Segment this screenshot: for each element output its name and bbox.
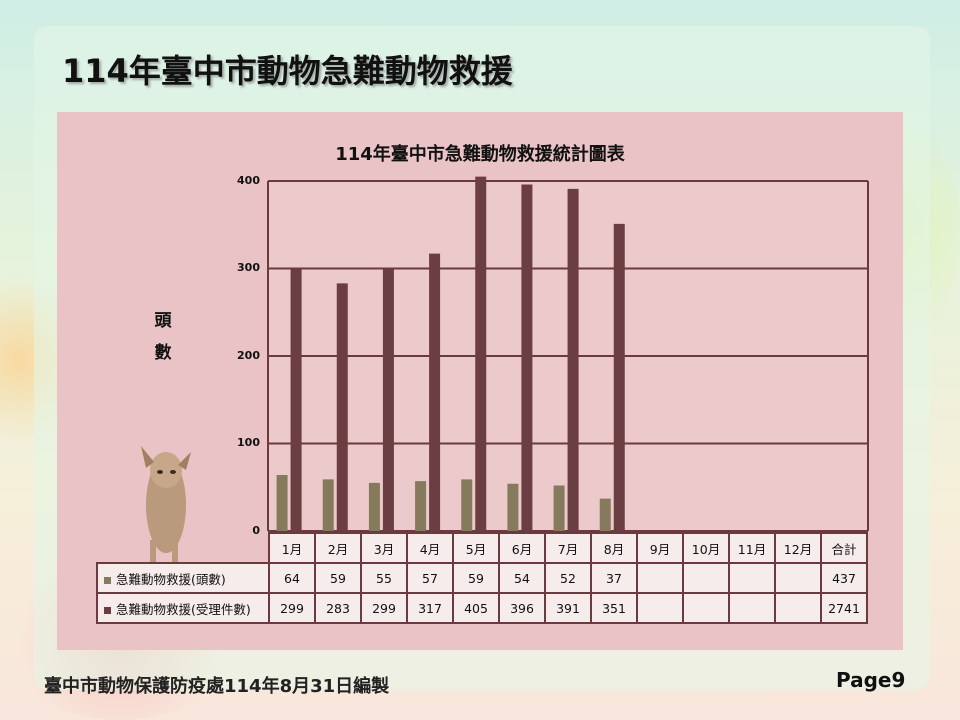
total-cell: 437: [820, 562, 868, 594]
bar-case-count-1: [290, 269, 302, 531]
cat-image: [141, 446, 191, 566]
bar-head-count-7: [553, 485, 565, 531]
month-header: 8月: [590, 532, 638, 564]
month-header: 5月: [452, 532, 500, 564]
table-cell: 283: [314, 592, 362, 624]
table-cell: [636, 562, 684, 594]
bar-case-count-5: [475, 176, 487, 531]
table-cell: 299: [268, 592, 316, 624]
bar-case-count-4: [429, 253, 441, 531]
month-header: 6月: [498, 532, 546, 564]
total-header: 合計: [820, 532, 868, 564]
table-cell: 299: [360, 592, 408, 624]
table-cell: 57: [406, 562, 454, 594]
y-tick-label: 400: [237, 174, 260, 187]
table-cell: 37: [590, 562, 638, 594]
table-cell: [636, 592, 684, 624]
bar-head-count-6: [507, 483, 519, 531]
y-tick-label: 0: [252, 524, 260, 537]
table-row: 急難動物救援(頭數) 64 59 55 57 59 54 52 37 437: [96, 562, 868, 594]
table-cell: [774, 592, 822, 624]
table-header-row: 1月 2月 3月 4月 5月 6月 7月 8月 9月 10月 11月 12月 合…: [97, 532, 868, 564]
bar-head-count-5: [461, 479, 473, 531]
table-cell: [682, 562, 730, 594]
table-row: 急難動物救援(受理件數) 299 283 299 317 405 396 391…: [96, 592, 868, 624]
month-header: 10月: [682, 532, 730, 564]
table-cell: 396: [498, 592, 546, 624]
bar-case-count-8: [613, 223, 625, 531]
bar-head-count-3: [368, 482, 380, 531]
table-cell: 391: [544, 592, 592, 624]
table-cell: 317: [406, 592, 454, 624]
month-header: 11月: [728, 532, 776, 564]
table-cell: 54: [498, 562, 546, 594]
bar-head-count-8: [599, 498, 611, 531]
y-tick-label: 100: [237, 436, 260, 449]
legend-entry: 急難動物救援(受理件數): [96, 592, 270, 624]
bar-head-count-1: [276, 475, 288, 531]
footer-text: 臺中市動物保護防疫處114年8月31日編製: [44, 676, 390, 697]
table-cell: 405: [452, 592, 500, 624]
y-axis-label: 頭數: [154, 311, 172, 363]
bar-case-count-6: [521, 184, 533, 531]
table-cell: 55: [360, 562, 408, 594]
table-cell: 52: [544, 562, 592, 594]
month-header: 9月: [636, 532, 684, 564]
table-cell: 59: [452, 562, 500, 594]
legend-entry: 急難動物救援(頭數): [96, 562, 270, 594]
table-cell: 64: [268, 562, 316, 594]
series-name: 急難動物救援(頭數): [116, 571, 226, 587]
y-tick-label: 300: [237, 261, 260, 274]
bar-head-count-2: [322, 479, 334, 531]
month-header: 1月: [268, 532, 316, 564]
y-tick-label: 200: [237, 349, 260, 362]
month-header: 2月: [314, 532, 362, 564]
slide-title: 114年臺中市動物急難動物救援: [62, 52, 513, 90]
table-cell: 351: [590, 592, 638, 624]
legend-swatch: [104, 576, 111, 584]
bar-head-count-4: [415, 481, 427, 531]
table-cell: [728, 592, 776, 624]
bar-case-count-2: [336, 283, 348, 531]
table-cell: [682, 592, 730, 624]
table-cell: [774, 562, 822, 594]
page-number: Page9: [836, 668, 906, 692]
legend-swatch: [104, 606, 111, 614]
table-cell: 59: [314, 562, 362, 594]
data-table: 1月 2月 3月 4月 5月 6月 7月 8月 9月 10月 11月 12月 合…: [96, 532, 868, 624]
month-header: 12月: [774, 532, 822, 564]
bar-case-count-3: [382, 269, 394, 531]
series-name: 急難動物救援(受理件數): [116, 601, 251, 617]
chart-title: 114年臺中市急難動物救援統計圖表: [335, 144, 625, 165]
month-header: 3月: [360, 532, 408, 564]
month-header: 7月: [544, 532, 592, 564]
month-header: 4月: [406, 532, 454, 564]
bar-case-count-7: [567, 188, 579, 531]
total-cell: 2741: [820, 592, 868, 624]
table-cell: [728, 562, 776, 594]
